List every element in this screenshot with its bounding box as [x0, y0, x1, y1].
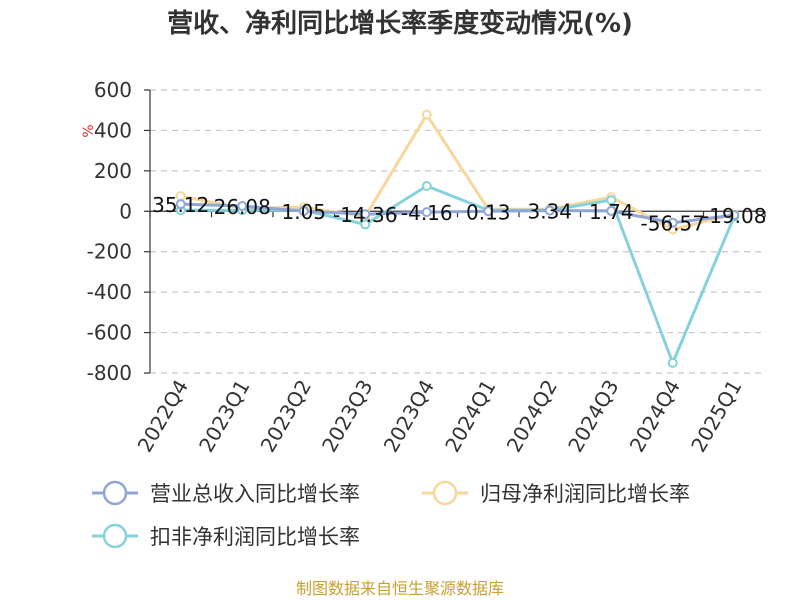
- chart-title: 营收、净利同比增长率季度变动情况(%): [167, 8, 633, 39]
- data-point[interactable]: [483, 206, 494, 217]
- data-point[interactable]: [421, 109, 432, 120]
- data-label: 0.13: [466, 200, 511, 224]
- x-tick-label: 2023Q4: [379, 376, 439, 457]
- legend-item-2[interactable]: 归母净利润同比增长率: [422, 480, 690, 506]
- legend-label: 营业总收入同比增长率: [150, 482, 360, 506]
- data-point[interactable]: [421, 207, 432, 218]
- x-tick-label: 2024Q2: [502, 376, 562, 457]
- data-label: -19.08: [702, 204, 766, 228]
- data-label: -56.57: [641, 212, 705, 236]
- x-tick-label: 2023Q2: [256, 376, 316, 457]
- data-point[interactable]: [606, 195, 617, 206]
- data-label: 1.74: [589, 200, 634, 224]
- y-axis-unit: %: [81, 124, 97, 137]
- data-point[interactable]: [298, 206, 309, 217]
- series-1: [175, 199, 740, 228]
- data-label: 35.12: [152, 193, 209, 217]
- y-ticks: 600 400 200 0 -200 -400 -600 -800: [87, 78, 132, 385]
- data-labels: 35.12 26.08 1.05 -14.36 -4.16 0.13 3.34 1.74 -56…: [152, 193, 766, 236]
- x-tick-label: 2024Q4: [625, 376, 685, 457]
- y-tick-label: -800: [87, 361, 132, 385]
- data-label: 3.34: [527, 200, 572, 224]
- legend-label: 归母净利润同比增长率: [480, 482, 690, 506]
- data-point[interactable]: [667, 357, 678, 368]
- x-ticks: 2022Q4 2023Q1 2023Q2 2023Q3 2023Q4 2024Q1 2024…: [133, 376, 747, 457]
- data-point[interactable]: [544, 205, 555, 216]
- legend-marker-icon: [102, 480, 128, 506]
- data-point[interactable]: [667, 217, 678, 228]
- data-point[interactable]: [606, 205, 617, 216]
- legend-item-3[interactable]: 扣非净利润同比增长率: [92, 523, 360, 549]
- y-tick-label: 400: [94, 118, 132, 142]
- series-line: [180, 184, 736, 365]
- y-tick-label: -600: [87, 321, 132, 345]
- grid: [150, 89, 765, 374]
- y-tick-label: 200: [94, 159, 132, 183]
- data-label: -14.36: [333, 203, 397, 227]
- legend-marker-icon: [102, 523, 128, 549]
- data-point[interactable]: [237, 201, 248, 212]
- series-group: [175, 109, 740, 368]
- x-tick-label: 2023Q3: [317, 376, 377, 457]
- series-line: [180, 202, 735, 225]
- data-point[interactable]: [421, 181, 432, 192]
- legend-marker-icon: [432, 480, 458, 506]
- y-tick-label: 0: [119, 199, 132, 223]
- legend-label: 扣非净利润同比增长率: [150, 525, 360, 549]
- source-note: 制图数据来自恒生聚源数据库: [296, 579, 504, 598]
- y-tick-label: -200: [87, 240, 132, 264]
- x-tick-label: 2025Q1: [686, 376, 746, 457]
- legend-item-1[interactable]: 营业总收入同比增长率: [92, 480, 360, 506]
- data-label: -4.16: [401, 201, 453, 225]
- x-tick-label: 2024Q3: [563, 376, 623, 457]
- x-tick-label: 2022Q4: [133, 376, 193, 457]
- data-point[interactable]: [360, 209, 371, 220]
- x-tick-label: 2024Q1: [440, 376, 500, 457]
- data-label: 1.05: [281, 200, 326, 224]
- y-tick-label: -400: [87, 280, 132, 304]
- x-tick-label: 2023Q1: [194, 376, 254, 457]
- data-point[interactable]: [360, 219, 371, 230]
- data-point[interactable]: [729, 210, 740, 221]
- data-label: 26.08: [214, 195, 271, 219]
- data-point[interactable]: [175, 199, 186, 210]
- y-tick-label: 600: [94, 78, 132, 102]
